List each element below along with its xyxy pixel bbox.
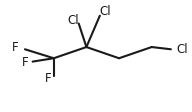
Text: F: F [12,41,19,54]
Text: F: F [22,56,28,69]
Text: Cl: Cl [177,43,188,56]
Text: Cl: Cl [100,5,111,18]
Text: Cl: Cl [67,14,79,27]
Text: F: F [45,72,51,85]
